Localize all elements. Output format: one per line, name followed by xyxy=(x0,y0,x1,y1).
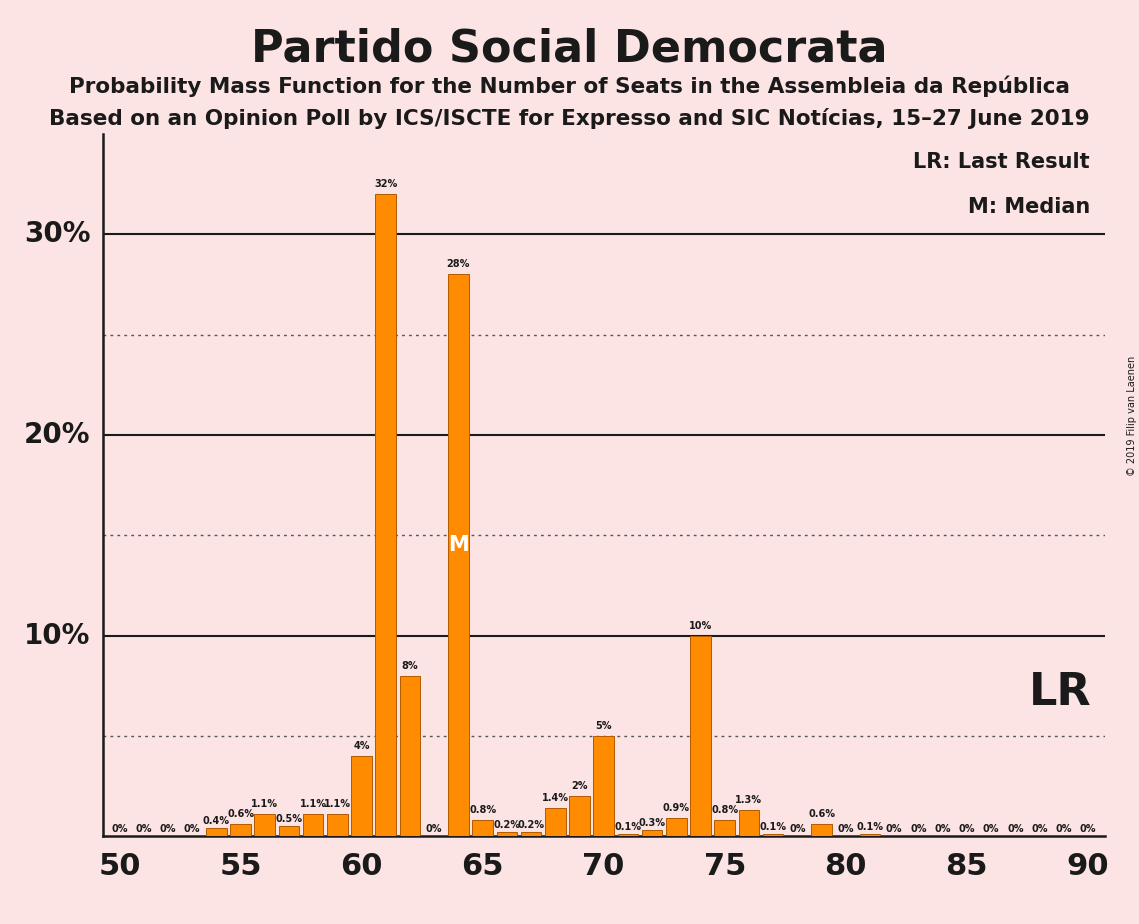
Text: 0.3%: 0.3% xyxy=(639,818,665,828)
Bar xyxy=(570,796,590,836)
Text: 0%: 0% xyxy=(1031,824,1048,833)
Text: 10%: 10% xyxy=(689,621,712,630)
Text: 0%: 0% xyxy=(983,824,999,833)
Bar xyxy=(254,814,274,836)
Text: 5%: 5% xyxy=(596,721,612,731)
Bar xyxy=(351,756,371,836)
Text: 0%: 0% xyxy=(1007,824,1024,833)
Text: 0.4%: 0.4% xyxy=(203,816,230,826)
Text: 0.6%: 0.6% xyxy=(227,809,254,820)
Text: 0.8%: 0.8% xyxy=(469,805,497,815)
Bar xyxy=(714,821,735,836)
Text: 0.9%: 0.9% xyxy=(663,803,690,813)
Bar xyxy=(473,821,493,836)
Text: 1.3%: 1.3% xyxy=(736,796,762,805)
Text: 0.6%: 0.6% xyxy=(808,809,835,820)
Text: 2%: 2% xyxy=(572,781,588,791)
Text: 1.1%: 1.1% xyxy=(323,799,351,809)
Text: 0%: 0% xyxy=(159,824,177,833)
Bar xyxy=(860,834,880,836)
Bar xyxy=(279,826,300,836)
Bar xyxy=(497,833,517,836)
Text: 32%: 32% xyxy=(374,179,398,189)
Text: 1.1%: 1.1% xyxy=(300,799,327,809)
Text: 0%: 0% xyxy=(837,824,854,833)
Text: M: Median: M: Median xyxy=(967,197,1090,217)
Text: 0.2%: 0.2% xyxy=(517,820,544,830)
Text: M: M xyxy=(448,535,469,555)
Text: 0%: 0% xyxy=(183,824,200,833)
Text: © 2019 Filip van Laenen: © 2019 Filip van Laenen xyxy=(1126,356,1137,476)
Bar xyxy=(666,818,687,836)
Text: 0.8%: 0.8% xyxy=(711,805,738,815)
Bar xyxy=(690,636,711,836)
Text: 30%: 30% xyxy=(24,220,90,249)
Bar xyxy=(327,814,347,836)
Bar xyxy=(617,834,638,836)
Bar xyxy=(811,824,831,836)
Bar xyxy=(206,828,227,836)
Bar xyxy=(593,736,614,836)
Text: 0.1%: 0.1% xyxy=(760,821,787,832)
Text: 0%: 0% xyxy=(136,824,151,833)
Text: 0.5%: 0.5% xyxy=(276,814,303,824)
Text: 4%: 4% xyxy=(353,741,370,751)
Text: 0%: 0% xyxy=(1080,824,1096,833)
Text: 20%: 20% xyxy=(24,421,90,449)
Text: Probability Mass Function for the Number of Seats in the Assembleia da República: Probability Mass Function for the Number… xyxy=(69,76,1070,97)
Bar xyxy=(376,194,396,836)
Bar xyxy=(641,830,663,836)
Text: 10%: 10% xyxy=(24,622,90,650)
Text: 0%: 0% xyxy=(910,824,927,833)
Text: 0%: 0% xyxy=(934,824,951,833)
Text: 0%: 0% xyxy=(1056,824,1072,833)
Text: LR: Last Result: LR: Last Result xyxy=(913,152,1090,172)
Bar xyxy=(303,814,323,836)
Text: 0%: 0% xyxy=(789,824,805,833)
Text: 8%: 8% xyxy=(402,661,418,671)
Text: 1.4%: 1.4% xyxy=(542,793,568,803)
Text: 0.1%: 0.1% xyxy=(857,821,884,832)
Bar xyxy=(544,808,566,836)
Text: 0%: 0% xyxy=(886,824,902,833)
Text: Partido Social Democrata: Partido Social Democrata xyxy=(252,28,887,71)
Bar xyxy=(739,810,760,836)
Text: Based on an Opinion Poll by ICS/ISCTE for Expresso and SIC Notícias, 15–27 June : Based on an Opinion Poll by ICS/ISCTE fo… xyxy=(49,108,1090,129)
Text: 0%: 0% xyxy=(112,824,128,833)
Text: 28%: 28% xyxy=(446,260,470,270)
Text: 1.1%: 1.1% xyxy=(252,799,278,809)
Bar xyxy=(400,675,420,836)
Text: 0.2%: 0.2% xyxy=(493,820,521,830)
Text: 0%: 0% xyxy=(426,824,442,833)
Text: 0.1%: 0.1% xyxy=(614,821,641,832)
Text: LR: LR xyxy=(1030,671,1092,713)
Bar xyxy=(521,833,541,836)
Bar xyxy=(763,834,784,836)
Text: 0%: 0% xyxy=(959,824,975,833)
Bar xyxy=(448,274,468,836)
Bar xyxy=(230,824,251,836)
